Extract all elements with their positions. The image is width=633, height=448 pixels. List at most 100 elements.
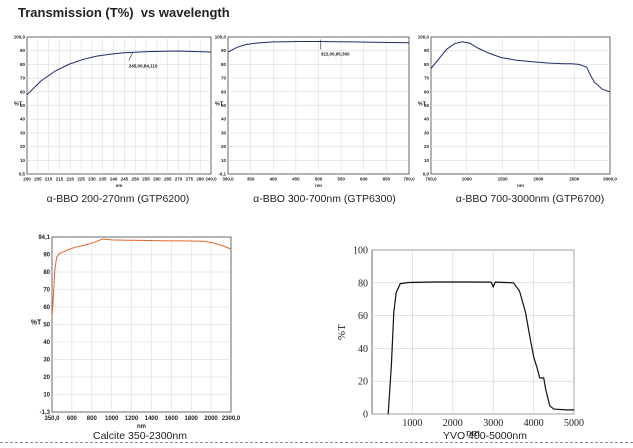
page-title: Transmission (T%) vs wavelength [18,5,230,20]
y-axis-label: %T [336,324,348,340]
y-tick-label: 20 [424,144,430,149]
x-tick-label: 600 [67,416,78,422]
y-tick-label: 40 [358,344,368,355]
x-tick-label: 700,0 [403,177,415,182]
x-tick-label: 2300,0 [222,416,241,422]
x-tick-label: 3000,0 [603,177,617,182]
x-tick-label: 275 [186,177,194,182]
y-tick-label: 80 [43,270,50,276]
y-tick-label: 60 [424,89,430,94]
y-tick-label: 94,1 [38,235,50,241]
x-tick-label: 800 [87,416,98,422]
y-tick-label: 100,0 [14,35,26,40]
y-tick-label: 80 [358,278,368,289]
x-tick-label: 270 [175,177,183,182]
caption-yvo: YVO 400-5000nm [442,430,528,442]
x-tick-label: 600 [360,177,368,182]
x-tick-label: 350 [247,177,255,182]
y-tick-label: 100 [353,246,368,257]
x-tick-label: 650 [383,177,391,182]
y-tick-label: 60 [20,89,26,94]
annotation-label: 322,00,95,360 [321,52,350,57]
plot-frame-4 [371,249,575,415]
y-tick-label: 90 [43,253,50,259]
y-tick-label: 80 [424,62,430,67]
y-tick-label: 20 [358,377,368,388]
annotation-leader [128,52,134,61]
y-tick-label: 0,5 [19,172,26,177]
x-tick-label: 230 [88,177,96,182]
y-tick-label: 60 [43,305,50,311]
x-tick-label: 245 [121,177,129,182]
x-tick-label: 225 [77,177,85,182]
caption-abbo-700-3000: α-BBO 700-3000nm (GTP6700) [455,193,605,205]
y-tick-label: 10 [424,158,430,163]
footer-divider [0,442,633,443]
y-tick-label: 100,0 [215,35,227,40]
x-tick-label: 235 [99,177,107,182]
y-tick-label: 20 [43,375,50,381]
x-tick-label: 1000 [402,418,422,429]
y-tick-label: 40 [43,340,50,346]
x-tick-label: 1800 [185,416,199,422]
x-tick-label: 215 [56,177,64,182]
y-tick-label: 30 [43,358,50,364]
x-tick-label: 1000 [105,416,119,422]
x-tick-label: 300,0 [222,177,234,182]
y-tick-label: 30 [424,130,430,135]
x-axis-label: nm [315,183,322,188]
y-axis-label: %T [14,102,23,108]
y-tick-label: 90 [20,48,26,53]
y-tick-label: 70 [221,76,227,81]
x-tick-label: 700,0 [425,177,437,182]
x-axis-label: nm [137,424,146,430]
y-tick-label: 100,0 [418,35,430,40]
series-line-1-0 [227,41,410,53]
y-tick-label: 10 [43,393,50,399]
y-tick-label: -1,3 [40,410,51,416]
y-tick-label: 80 [20,62,26,67]
x-tick-label: 205 [34,177,42,182]
y-tick-label: 10 [221,158,227,163]
y-tick-label: 40 [424,117,430,122]
y-tick-label: 20 [20,144,26,149]
x-tick-label: 280 [196,177,204,182]
series-line-2-0 [430,41,611,93]
x-tick-label: 265 [164,177,172,182]
x-tick-label: 350,0 [44,416,60,422]
y-tick-label: 50 [221,103,227,108]
caption-abbo-200-270: α-BBO 200-270nm (GTP6200) [46,193,190,205]
y-tick-label: 20 [221,144,227,149]
y-tick-label: 70 [43,288,50,294]
y-tick-label: 30 [20,130,26,135]
caption-abbo-300-700: α-BBO 300-700nm (GTP6300) [253,193,396,205]
y-tick-label: 10 [20,158,26,163]
y-tick-label: 60 [358,311,368,322]
y-tick-label: 50 [424,103,430,108]
y-axis-label: %T [418,102,427,108]
x-axis-label: nm [116,183,123,188]
x-tick-label: 1000 [462,177,473,182]
x-tick-label: 250 [131,177,139,182]
series-line-0-0 [26,50,212,96]
x-tick-label: 1500 [498,177,509,182]
y-axis-label: %T [215,102,224,108]
x-tick-label: 500 [315,177,323,182]
x-tick-label: 4000 [524,418,544,429]
x-tick-label: 1600 [165,416,179,422]
x-tick-label: 5000 [564,418,584,429]
y-tick-label: 70 [20,76,26,81]
x-axis-label: nm [466,427,481,439]
x-tick-label: 255 [142,177,150,182]
y-axis-label: %T [31,320,42,327]
x-tick-label: 450 [292,177,300,182]
y-tick-label: 90 [424,48,430,53]
y-tick-label: 0,0 [423,172,430,177]
x-tick-label: 400 [269,177,277,182]
y-tick-label: -0,1 [218,172,226,177]
x-tick-label: 3000 [483,418,503,429]
x-tick-label: 200 [23,177,31,182]
x-tick-label: 2000 [533,177,544,182]
x-tick-label: 1200 [125,416,139,422]
